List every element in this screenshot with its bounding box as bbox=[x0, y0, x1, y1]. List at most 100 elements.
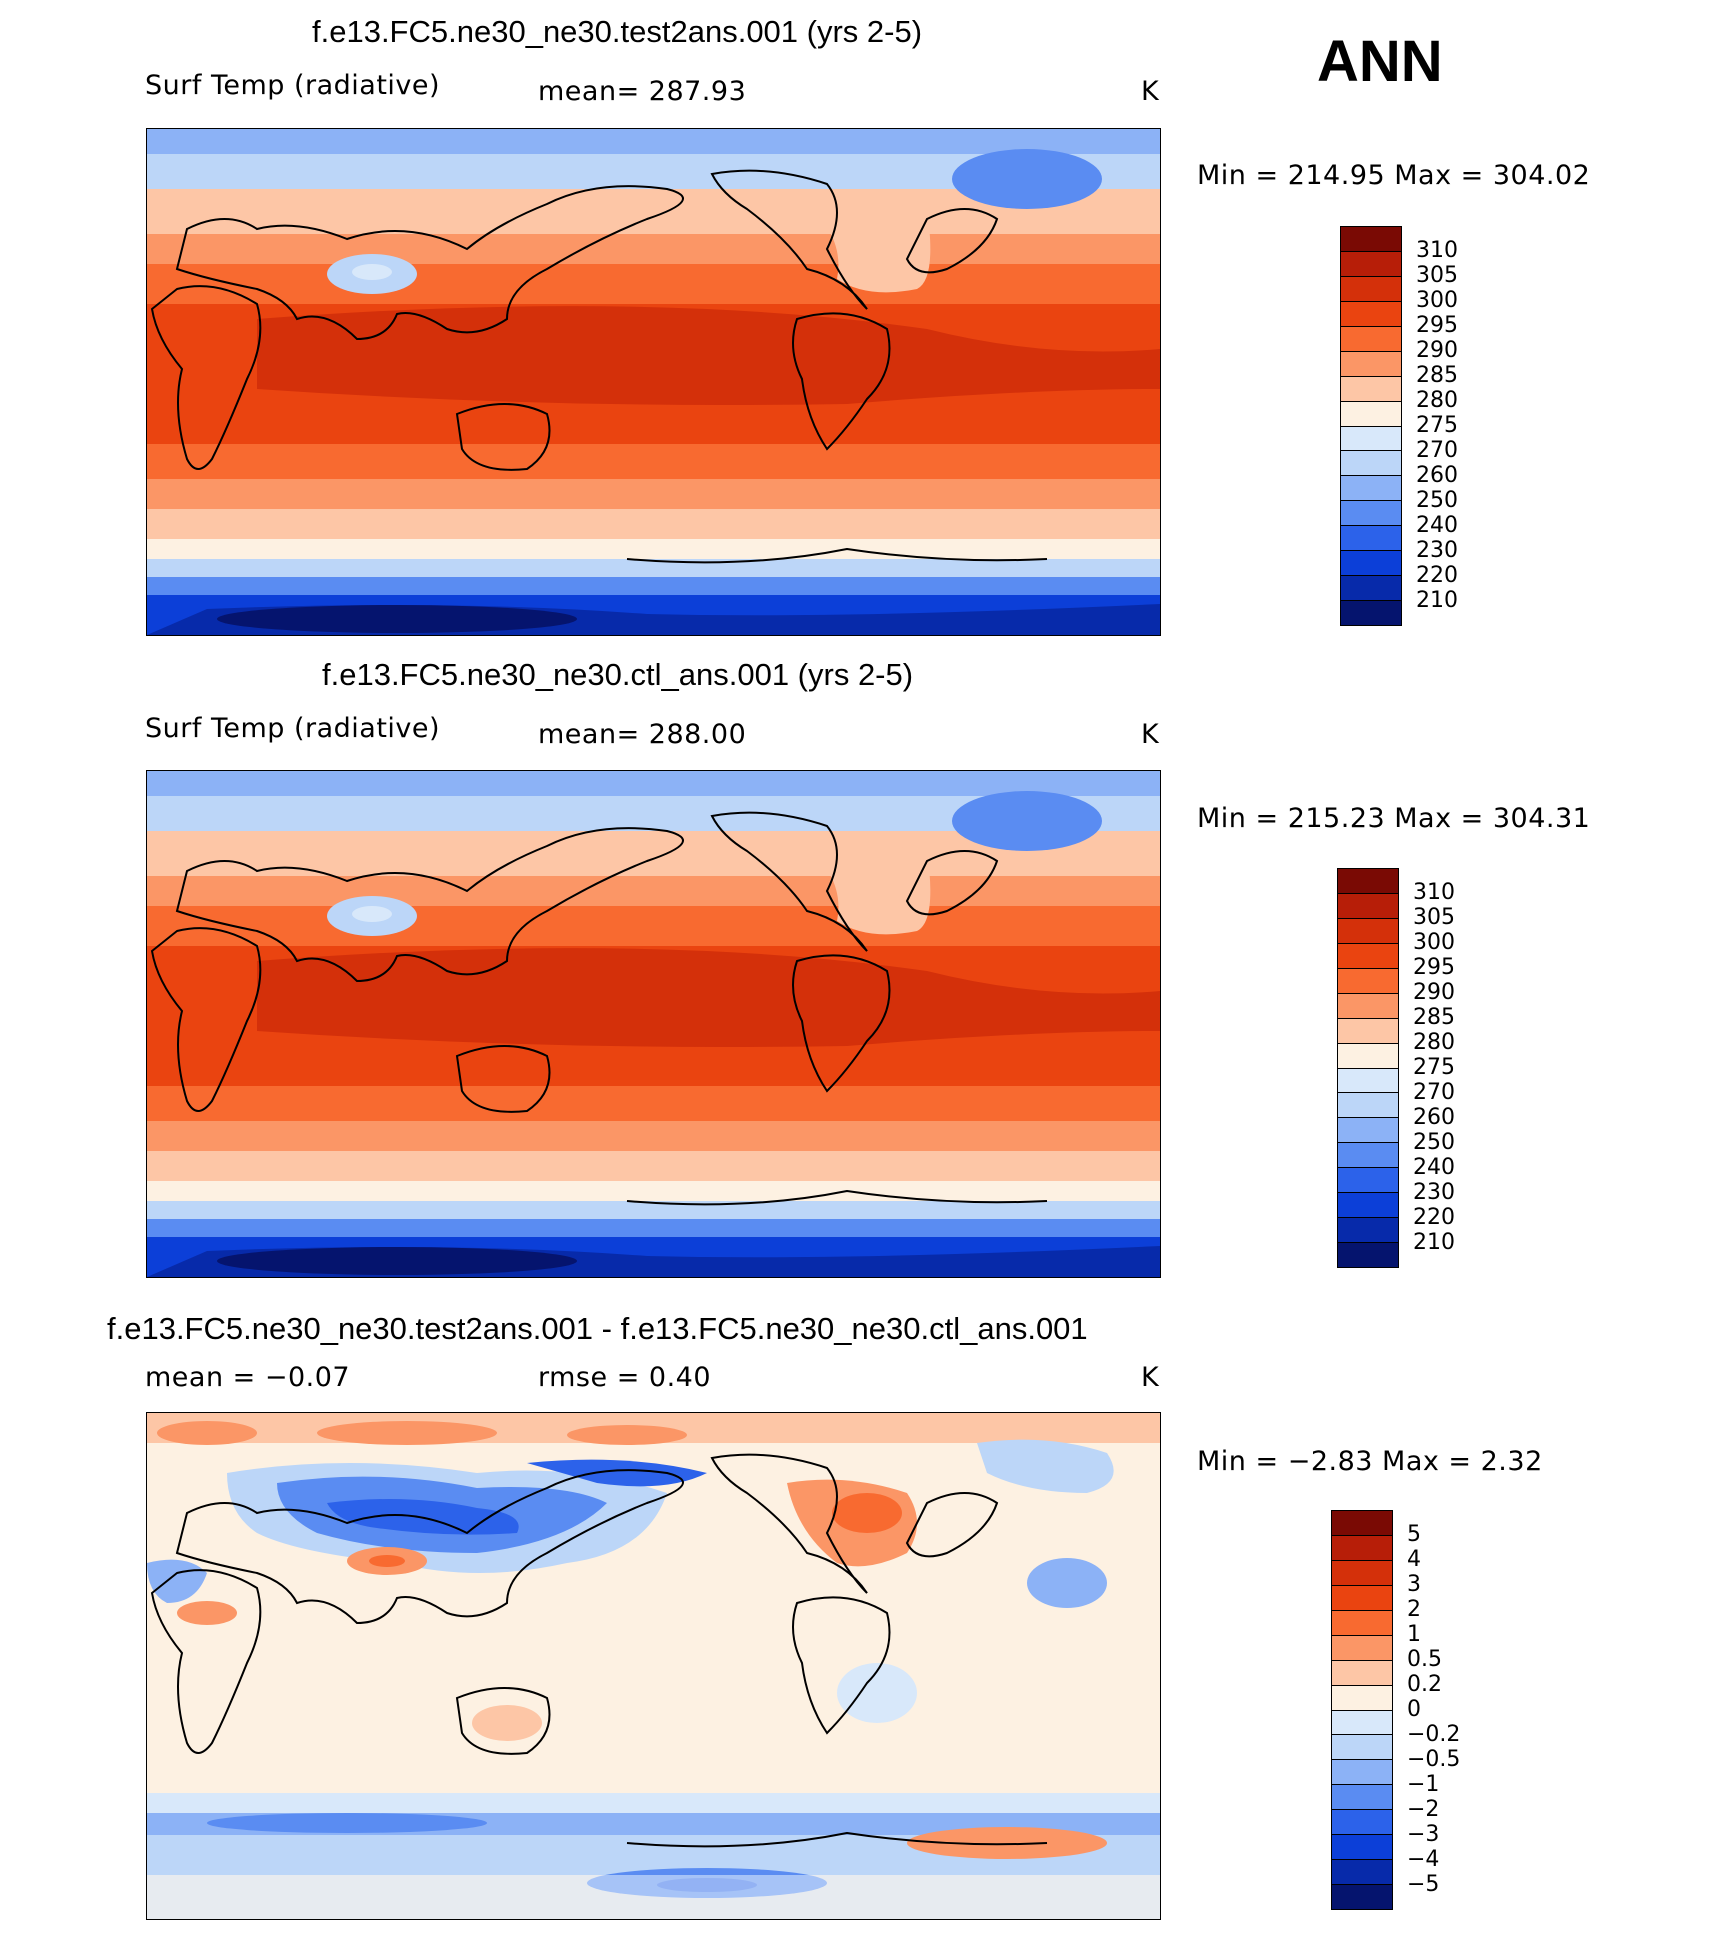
colorbar-segment bbox=[1341, 501, 1401, 527]
colorbar-tick-label: 305 bbox=[1416, 263, 1458, 288]
colorbar-segment bbox=[1338, 968, 1398, 994]
colorbar-tick-label: 250 bbox=[1413, 1130, 1455, 1155]
colorbar-tick-label: 0.2 bbox=[1407, 1672, 1442, 1697]
colorbar-ctl bbox=[1337, 868, 1399, 1268]
colorbar-segment bbox=[1332, 1660, 1392, 1686]
variable-label-test: Surf Temp (radiative) bbox=[145, 70, 441, 101]
colorbar-tick-label: −0.2 bbox=[1407, 1722, 1461, 1747]
colorbar-tick-label: 230 bbox=[1413, 1180, 1455, 1205]
colorbar-segment bbox=[1332, 1535, 1392, 1561]
colorbar-test bbox=[1340, 226, 1402, 626]
colorbar-tick-label: 290 bbox=[1413, 980, 1455, 1005]
colorbar-segment bbox=[1341, 351, 1401, 377]
units-label-diff: K bbox=[1141, 1362, 1160, 1393]
colorbar-segment bbox=[1341, 426, 1401, 452]
colorbar-segment bbox=[1332, 1785, 1392, 1811]
colorbar-tick-label: 220 bbox=[1413, 1205, 1455, 1230]
colorbar-tick-label: 305 bbox=[1413, 905, 1455, 930]
colorbar-tick-label: 300 bbox=[1413, 930, 1455, 955]
mean-label-diff: mean = −0.07 bbox=[145, 1362, 351, 1393]
colorbar-segment bbox=[1338, 1068, 1398, 1094]
colorbar-tick-label: 300 bbox=[1416, 288, 1458, 313]
colorbar-tick-label: −0.5 bbox=[1407, 1747, 1461, 1772]
colorbar-tick-label: 1 bbox=[1407, 1622, 1421, 1647]
colorbar-tick-label: 260 bbox=[1413, 1105, 1455, 1130]
colorbar-segment bbox=[1338, 1043, 1398, 1069]
colorbar-tick-label: 210 bbox=[1413, 1230, 1455, 1255]
colorbar-tick-label: 250 bbox=[1416, 488, 1458, 513]
map-diff-field bbox=[147, 1413, 1160, 1919]
colorbar-segment bbox=[1338, 1118, 1398, 1144]
colorbar-tick-label: −5 bbox=[1407, 1872, 1440, 1897]
colorbar-tick-label: 240 bbox=[1413, 1155, 1455, 1180]
colorbar-tick-label: −1 bbox=[1407, 1772, 1440, 1797]
colorbar-tick-label: 310 bbox=[1413, 880, 1455, 905]
colorbar-segment bbox=[1338, 1193, 1398, 1219]
colorbar-tick-label: 3 bbox=[1407, 1572, 1421, 1597]
colorbar-segment bbox=[1341, 551, 1401, 577]
colorbar-tick-label: 210 bbox=[1416, 588, 1458, 613]
colorbar-tick-label: 270 bbox=[1413, 1080, 1455, 1105]
colorbar-tick-label: 220 bbox=[1416, 563, 1458, 588]
colorbar-segment bbox=[1332, 1610, 1392, 1636]
mean-label-test: mean= 287.93 bbox=[538, 76, 747, 107]
colorbar-tick-label: 275 bbox=[1413, 1055, 1455, 1080]
colorbar-tick-label: 285 bbox=[1416, 363, 1458, 388]
colorbar-segment bbox=[1341, 401, 1401, 427]
colorbar-segment bbox=[1341, 451, 1401, 477]
colorbar-segment bbox=[1332, 1710, 1392, 1736]
colorbar-segment bbox=[1341, 476, 1401, 502]
colorbar-tick-label: 290 bbox=[1416, 338, 1458, 363]
colorbar-segment bbox=[1338, 993, 1398, 1019]
colorbar-tick-label: 4 bbox=[1407, 1547, 1421, 1572]
colorbar-segment bbox=[1338, 1143, 1398, 1169]
colorbar-segment bbox=[1341, 376, 1401, 402]
colorbar-segment bbox=[1332, 1885, 1392, 1909]
colorbar-diff bbox=[1331, 1510, 1393, 1910]
map-diff bbox=[146, 1412, 1161, 1920]
colorbar-segment bbox=[1332, 1835, 1392, 1861]
colorbar-segment bbox=[1332, 1860, 1392, 1886]
colorbar-tick-label: −3 bbox=[1407, 1822, 1440, 1847]
colorbar-tick-label: 280 bbox=[1413, 1030, 1455, 1055]
units-label-test: K bbox=[1141, 76, 1160, 107]
map-test-field bbox=[147, 129, 1160, 635]
colorbar-tick-label: 270 bbox=[1416, 438, 1458, 463]
minmax-label-test: Min = 214.95 Max = 304.02 bbox=[1197, 160, 1591, 191]
colorbar-segment bbox=[1341, 576, 1401, 602]
colorbar-segment bbox=[1332, 1685, 1392, 1711]
colorbar-segment bbox=[1338, 1018, 1398, 1044]
units-label-ctl: K bbox=[1141, 719, 1160, 750]
colorbar-tick-label: −2 bbox=[1407, 1797, 1440, 1822]
map-ctl bbox=[146, 770, 1161, 1278]
colorbar-segment bbox=[1338, 893, 1398, 919]
season-label: ANN bbox=[1317, 29, 1443, 94]
variable-label-ctl: Surf Temp (radiative) bbox=[145, 713, 441, 744]
colorbar-segment bbox=[1338, 943, 1398, 969]
mean-label-ctl: mean= 288.00 bbox=[538, 719, 747, 750]
map-test bbox=[146, 128, 1161, 636]
panel-title-diff: f.e13.FC5.ne30_ne30.test2ans.001 - f.e13… bbox=[107, 1311, 1088, 1346]
colorbar-segment bbox=[1341, 301, 1401, 327]
colorbar-segment bbox=[1341, 526, 1401, 552]
colorbar-segment bbox=[1341, 251, 1401, 277]
colorbar-segment bbox=[1332, 1560, 1392, 1586]
colorbar-segment bbox=[1341, 601, 1401, 625]
colorbar-segment bbox=[1338, 1093, 1398, 1119]
colorbar-tick-label: 0.5 bbox=[1407, 1647, 1442, 1672]
colorbar-tick-label: 310 bbox=[1416, 238, 1458, 263]
colorbar-tick-label: 2 bbox=[1407, 1597, 1421, 1622]
colorbar-tick-label: 230 bbox=[1416, 538, 1458, 563]
colorbar-segment bbox=[1338, 1218, 1398, 1244]
colorbar-tick-label: 260 bbox=[1416, 463, 1458, 488]
minmax-label-diff: Min = −2.83 Max = 2.32 bbox=[1197, 1446, 1543, 1477]
rmse-label-diff: rmse = 0.40 bbox=[538, 1362, 712, 1393]
colorbar-segment bbox=[1332, 1760, 1392, 1786]
colorbar-tick-label: 295 bbox=[1413, 955, 1455, 980]
colorbar-segment bbox=[1338, 1243, 1398, 1267]
panel-title-ctl: f.e13.FC5.ne30_ne30.ctl_ans.001 (yrs 2-5… bbox=[322, 657, 914, 692]
colorbar-segment bbox=[1332, 1810, 1392, 1836]
colorbar-segment bbox=[1338, 1168, 1398, 1194]
colorbar-segment bbox=[1332, 1585, 1392, 1611]
panel-title-test: f.e13.FC5.ne30_ne30.test2ans.001 (yrs 2-… bbox=[312, 14, 923, 49]
